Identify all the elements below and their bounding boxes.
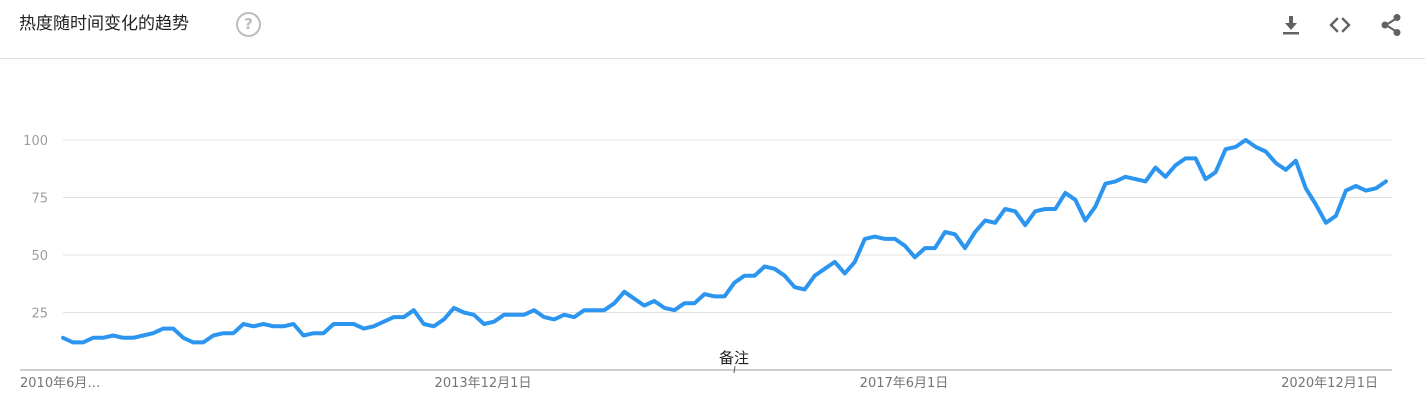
x-tick-label: 2020年12月1日 (1281, 376, 1378, 391)
chart-header: 热度随时间变化的趋势 ? (0, 0, 1425, 59)
embed-code-icon[interactable] (1327, 12, 1353, 38)
chart-title: 热度随时间变化的趋势 (19, 14, 189, 34)
annotation-marker[interactable] (733, 365, 736, 374)
y-tick-label: 50 (31, 249, 48, 264)
annotation-label[interactable]: 备注 (719, 349, 749, 367)
trend-chart: 100 75 50 25 2010年6月… 2013年12月1日 2017年6月1日 202… (20, 134, 1392, 391)
x-tick-label: 2010年6月… (20, 376, 100, 391)
series-line[interactable] (61, 138, 1388, 345)
x-tick-label: 2013年12月1日 (435, 376, 532, 391)
help-circle-icon[interactable]: ? (236, 12, 261, 37)
download-icon[interactable] (1278, 12, 1304, 38)
y-tick-label: 100 (23, 134, 48, 149)
x-tick-label: 2017年6月1日 (860, 376, 949, 391)
y-tick-label: 25 (31, 307, 48, 322)
share-icon[interactable] (1378, 12, 1404, 38)
y-tick-label: 75 (31, 192, 48, 207)
